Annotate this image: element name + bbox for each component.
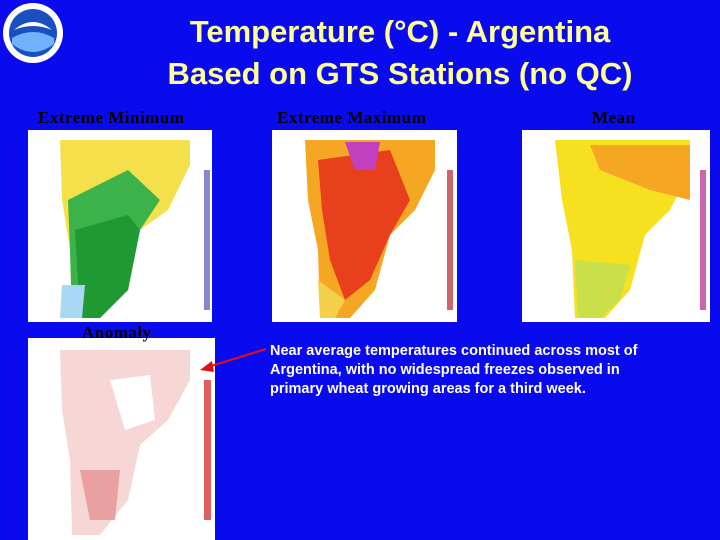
map-extreme-maximum (272, 130, 457, 322)
panel-label: Mean (592, 108, 636, 127)
panel-label: Extreme Maximum (277, 108, 427, 127)
summary-text: Near average temperatures continued acro… (270, 343, 638, 397)
noaa-logo (3, 3, 63, 63)
map-extreme-minimum (28, 130, 212, 322)
map-mean (522, 130, 710, 322)
title-line-2: Based on GTS Stations (no QC) (167, 56, 633, 91)
panel-label: Extreme Minimum (38, 108, 185, 127)
panel-label: Anomaly (82, 323, 152, 342)
map-anomaly (28, 338, 215, 540)
title-line-1: Temperature (°C) - Argentina (189, 14, 611, 49)
arrow (200, 348, 267, 372)
